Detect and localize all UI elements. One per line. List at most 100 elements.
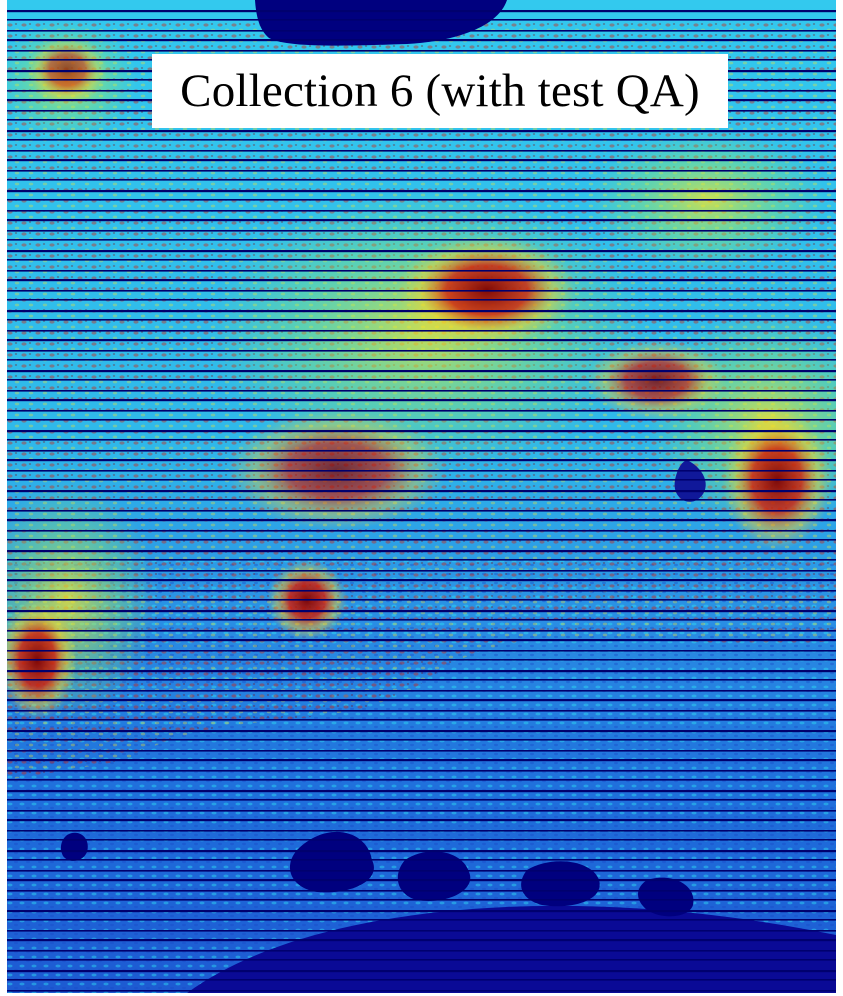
scan-stripe <box>7 619 836 621</box>
scan-stripe <box>7 650 836 652</box>
scan-stripe <box>7 210 836 212</box>
scan-stripe <box>7 310 836 313</box>
scan-stripe <box>7 219 836 222</box>
scan-stripe <box>7 510 836 512</box>
scan-stripe <box>7 770 836 772</box>
scan-stripe <box>7 730 836 733</box>
scan-stripe <box>7 170 836 172</box>
scan-stripe <box>7 799 836 801</box>
scan-stripe <box>7 610 836 613</box>
title-box: Collection 6 (with test QA) <box>152 54 728 128</box>
scan-stripe <box>7 399 836 402</box>
scan-stripe <box>7 899 836 901</box>
scan-stripe <box>7 10 836 13</box>
scan-stripe <box>7 639 836 642</box>
scan-stripe <box>7 819 836 822</box>
scan-stripe <box>7 590 836 592</box>
scan-stripe <box>7 290 836 292</box>
scan-stripe <box>7 699 836 702</box>
scan-stripe <box>7 919 836 921</box>
scan-stripe <box>7 339 836 342</box>
scan-stripe <box>7 679 836 681</box>
scan-stripe <box>7 519 836 522</box>
scan-stripe <box>7 370 836 373</box>
scan-stripe <box>7 719 836 721</box>
scan-stripe <box>7 139 836 141</box>
scan-stripe <box>7 499 836 501</box>
scan-stripe <box>7 490 836 493</box>
scan-stripe <box>7 239 836 241</box>
scan-stripe <box>7 659 836 661</box>
scan-stripe <box>7 910 836 913</box>
scan-stripe <box>7 559 836 561</box>
scan-stripe <box>7 979 836 981</box>
scan-stripe <box>7 259 836 261</box>
scan-stripe <box>7 959 836 961</box>
scan-stripe <box>7 450 836 452</box>
scan-stripe <box>7 690 836 692</box>
scan-stripe <box>7 550 836 553</box>
scan-stripe <box>7 459 836 462</box>
scan-stripe <box>7 470 836 472</box>
scan-stripe <box>7 859 836 861</box>
scan-stripe <box>7 599 836 601</box>
scan-stripe <box>7 790 836 793</box>
scan-stripe <box>7 30 836 32</box>
scan-stripe <box>7 539 836 541</box>
scan-stripe <box>7 890 836 892</box>
scan-stripe <box>7 179 836 181</box>
scan-stripe <box>7 850 836 853</box>
water-lake-1 <box>289 831 374 893</box>
scan-stripe <box>7 150 836 152</box>
scan-stripe <box>7 299 836 301</box>
scan-stripe <box>7 279 836 282</box>
scan-stripe <box>7 710 836 712</box>
scan-stripe <box>7 270 836 272</box>
scan-stripe <box>7 350 836 352</box>
scan-stripe <box>7 359 836 361</box>
scan-stripe <box>7 19 836 21</box>
heatmap-scene <box>7 0 836 993</box>
water-lake-4 <box>638 877 694 917</box>
scan-stripe <box>7 570 836 572</box>
scan-stripe <box>7 330 836 332</box>
scan-stripe <box>7 430 836 433</box>
scan-stripe <box>7 390 836 392</box>
scan-stripe <box>7 630 836 632</box>
scan-stripe <box>7 479 836 481</box>
scan-stripe <box>7 990 836 992</box>
scan-stripe <box>7 939 836 942</box>
scan-stripe <box>7 319 836 321</box>
scan-stripe <box>7 830 836 832</box>
scan-stripe <box>7 159 836 162</box>
scan-stripe <box>7 419 836 421</box>
water-lake-3 <box>521 861 600 907</box>
scan-stripe <box>7 130 836 133</box>
scan-stripe <box>7 930 836 932</box>
scan-stripe <box>7 810 836 812</box>
scan-stripe <box>7 230 836 232</box>
scan-stripe <box>7 579 836 582</box>
scan-stripe <box>7 879 836 882</box>
scan-stripe <box>7 750 836 752</box>
scan-stripe <box>7 970 836 973</box>
scan-stripe <box>7 410 836 412</box>
scan-stripe <box>7 870 836 872</box>
scan-stripe <box>7 739 836 741</box>
scan-stripe <box>7 250 836 253</box>
scan-stripe <box>7 439 836 441</box>
water-lake-2 <box>397 851 471 901</box>
scan-stripe <box>7 779 836 781</box>
scan-stripe <box>7 759 836 762</box>
scan-stripe <box>7 199 836 201</box>
image-title: Collection 6 (with test QA) <box>180 65 700 117</box>
scan-stripe <box>7 950 836 952</box>
scan-stripe <box>7 379 836 381</box>
scan-stripe <box>7 190 836 193</box>
scan-stripe <box>7 530 836 532</box>
scan-stripe <box>7 39 836 42</box>
satellite-image-map: Collection 6 (with test QA) <box>7 0 836 993</box>
scan-stripe <box>7 50 836 52</box>
scan-stripe <box>7 670 836 673</box>
scan-stripe <box>7 839 836 841</box>
